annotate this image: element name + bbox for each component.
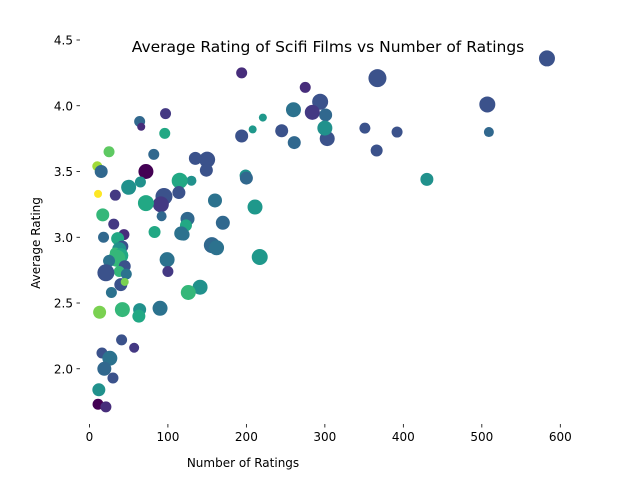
y-tick-label: 2.5 [54,297,73,311]
data-point [137,122,146,131]
data-point [299,81,311,93]
data-point [152,196,169,213]
data-point [103,146,115,158]
x-axis-label: Number of Ratings [187,456,299,470]
data-point [479,96,496,113]
x-tick-label: 500 [470,430,493,444]
x-tick-label: 600 [549,430,572,444]
data-point [116,334,128,346]
data-point [148,148,160,160]
data-point [180,284,196,300]
data-point [275,124,289,138]
data-point [287,136,301,150]
data-point [137,195,154,212]
data-point [319,108,333,122]
data-point [96,208,110,222]
chart-title: Average Rating of Scifi Films vs Number … [132,38,525,56]
data-point [209,240,225,256]
data-point [114,302,130,318]
data-point [98,231,110,243]
data-point [285,102,301,118]
data-point [192,279,208,295]
data-point [120,277,129,286]
data-point [258,113,267,122]
data-point [93,305,107,319]
data-point [199,163,213,177]
data-point [368,69,387,88]
data-point [132,309,146,323]
data-point [107,372,119,384]
data-point [177,228,190,241]
x-tick-label: 300 [313,430,336,444]
data-point [120,268,132,280]
x-axis: 0 100 200 300 400 500 600 [86,424,572,444]
y-axis-label: Average Rating [29,197,43,289]
data-point [100,401,112,413]
data-point [420,172,434,186]
data-point [109,189,121,201]
data-point [171,172,188,189]
data-point [317,120,333,136]
data-point [159,127,171,139]
data-point [160,108,172,120]
x-tick-label: 200 [235,430,258,444]
data-point [188,151,202,165]
data-point [103,254,116,267]
data-point [134,176,146,188]
data-point [236,67,248,79]
data-point [162,265,174,277]
data-point [251,248,268,265]
data-point [247,199,263,215]
data-point [92,383,106,397]
data-point [359,122,371,134]
data-point [235,129,249,143]
data-point [304,104,320,120]
data-point [97,361,112,376]
data-point [129,342,140,353]
y-axis: 2.0 2.5 3.0 3.5 4.0 4.5 [54,34,80,376]
data-point [538,50,555,67]
x-tick-label: 400 [392,430,415,444]
data-point [239,171,253,185]
x-tick-label: 0 [86,430,94,444]
data-point [94,165,108,179]
data-point [121,179,137,195]
data-point [186,175,197,186]
data-point [207,193,222,208]
data-point [215,215,230,230]
data-point [148,226,161,238]
y-tick-label: 4.0 [54,99,73,113]
y-tick-label: 3.0 [54,231,73,245]
data-point [370,144,383,157]
y-tick-label: 2.0 [54,362,73,376]
data-points [92,50,555,413]
data-point [199,151,216,168]
data-point [172,186,186,200]
y-tick-label: 4.5 [54,34,73,48]
data-point [391,126,403,138]
data-point [97,264,115,282]
data-point [138,164,154,180]
x-tick-label: 100 [156,430,179,444]
y-tick-label: 3.5 [54,165,73,179]
data-point [152,300,168,316]
data-point [248,125,257,134]
data-point [159,252,175,268]
data-point [108,218,120,230]
data-point [156,211,167,222]
data-point [94,189,103,198]
data-point [105,286,117,298]
data-point [483,127,494,138]
data-point [312,93,329,110]
